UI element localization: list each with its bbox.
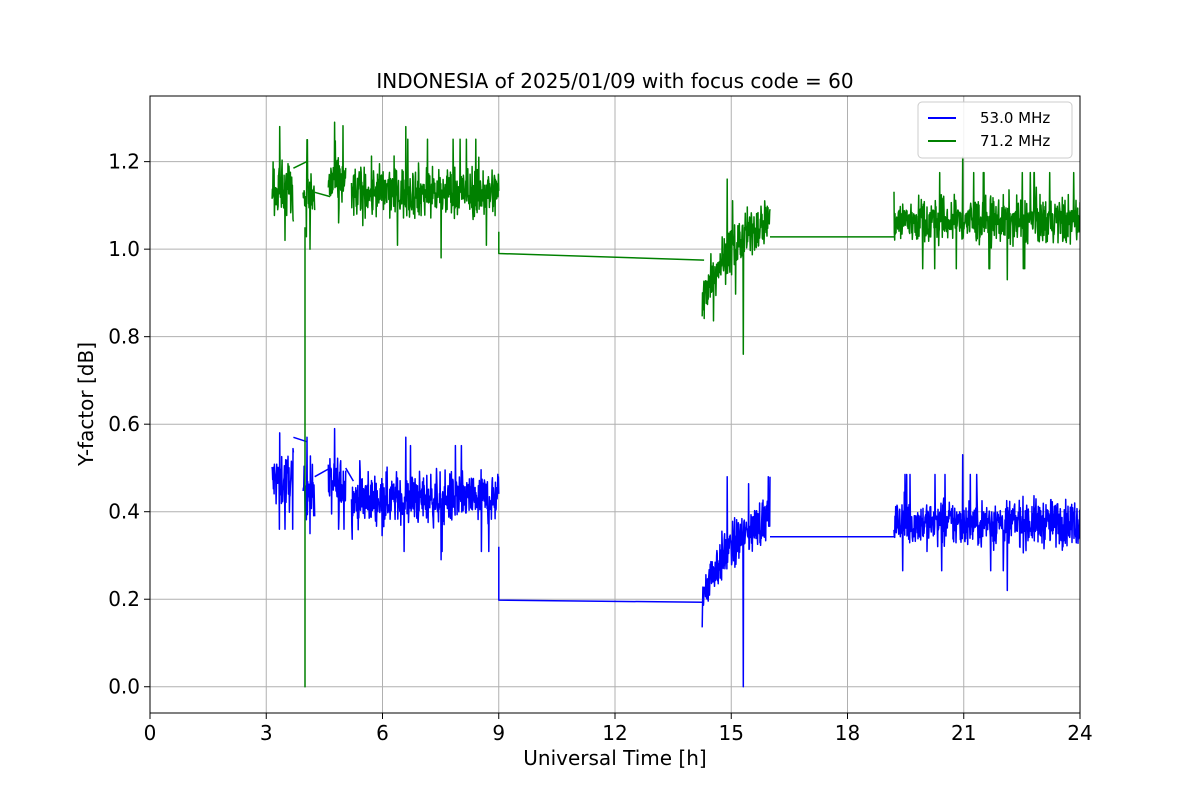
y-tick-label: 1.2 xyxy=(108,150,140,174)
legend-label: 53.0 MHz xyxy=(980,109,1050,127)
series-line-segment xyxy=(271,125,295,242)
series-line-segment xyxy=(271,432,295,530)
series-line-segment xyxy=(701,475,771,688)
series-line-segment xyxy=(701,178,771,355)
series-line-segment xyxy=(345,467,355,482)
series-blue xyxy=(271,427,1080,688)
series-line-segment xyxy=(314,191,331,198)
y-tick-label: 0.8 xyxy=(108,325,140,349)
series-line-segment xyxy=(327,121,347,224)
x-tick-label: 9 xyxy=(492,721,505,745)
x-tick-label: 12 xyxy=(602,721,627,745)
series-line-segment xyxy=(498,546,705,604)
series-line-segment xyxy=(350,436,500,561)
y-tick-label: 0.2 xyxy=(108,587,140,611)
x-tick-label: 15 xyxy=(719,721,744,745)
series-line-segment xyxy=(327,427,347,530)
x-axis-label: Universal Time [h] xyxy=(523,746,706,770)
series-line-segment xyxy=(893,156,1080,281)
series-line-segment xyxy=(498,231,705,261)
legend: 53.0 MHz 71.2 MHz xyxy=(917,101,1073,159)
legend-label: 71.2 MHz xyxy=(980,132,1050,150)
series-green xyxy=(271,121,1080,688)
chart-title: INDONESIA of 2025/01/09 with focus code … xyxy=(376,69,853,93)
y-tick-label: 0.4 xyxy=(108,500,140,524)
series-line-segment xyxy=(350,125,500,259)
legend-box xyxy=(917,101,1073,159)
series-line-segment xyxy=(893,454,1080,592)
y-tick-label: 1.0 xyxy=(108,237,140,261)
y-tick-label: 0.0 xyxy=(108,675,140,699)
x-tick-label: 21 xyxy=(951,721,976,745)
x-tick-label: 18 xyxy=(835,721,860,745)
y-axis-label: Y-factor [dB] xyxy=(74,342,98,467)
plot-series xyxy=(271,121,1080,688)
x-tick-label: 6 xyxy=(376,721,389,745)
series-line-segment xyxy=(293,160,308,169)
x-tick-label: 3 xyxy=(260,721,273,745)
x-tick-label: 0 xyxy=(144,721,157,745)
x-tick-label: 24 xyxy=(1067,721,1092,745)
axes: 0 3 6 9 12 15 18 21 24 0.0 0.2 0.4 0.6 0.8 1.0 1.2 xyxy=(108,150,1093,745)
series-line-segment xyxy=(302,139,316,250)
y-tick-label: 0.6 xyxy=(108,412,140,436)
